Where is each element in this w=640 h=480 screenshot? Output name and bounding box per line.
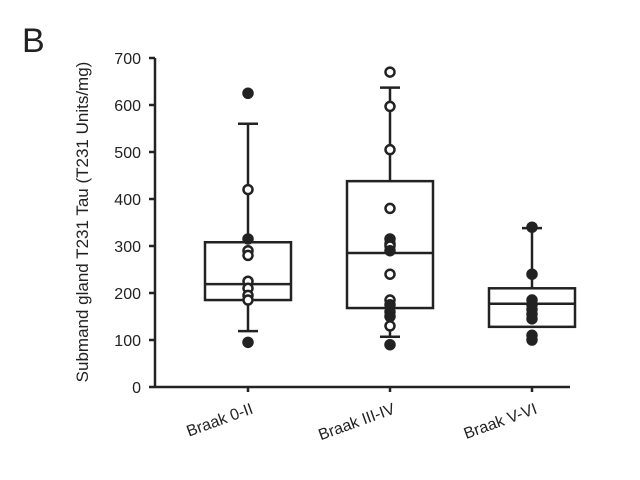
data-point (242, 183, 254, 196)
y-tick-label: 200 (114, 286, 141, 303)
x-tick-label: Braak V-VI (462, 401, 540, 443)
data-point (384, 310, 396, 323)
box (487, 287, 577, 329)
data-point (384, 66, 396, 78)
data-point (384, 143, 396, 156)
data-point (242, 87, 254, 99)
y-tick-label: 400 (114, 192, 141, 209)
data-point (384, 320, 396, 332)
data-point (384, 268, 396, 280)
data-point (384, 338, 396, 351)
data-point (242, 233, 254, 245)
data-point (526, 221, 538, 233)
x-tick-label: Braak III-IV (316, 401, 397, 444)
data-point (242, 336, 254, 349)
x-tick-label: Braak 0-II (184, 401, 255, 441)
y-tick-label: 600 (114, 98, 141, 115)
data-point (384, 100, 396, 113)
panel-label: B (22, 22, 45, 60)
y-tick-label: 300 (114, 239, 141, 256)
y-axis-label: Submand gland T231 Tau (T231 Units/mg) (73, 62, 92, 383)
data-point (384, 202, 396, 215)
y-tick-label: 500 (114, 145, 141, 162)
data-point (242, 249, 254, 262)
data-point (526, 268, 538, 280)
data-point (526, 334, 538, 346)
y-tick-label: 0 (132, 380, 141, 397)
y-tick-label: 100 (114, 333, 141, 350)
data-point (384, 244, 396, 257)
data-point (242, 294, 254, 306)
y-tick-label: 700 (114, 51, 141, 68)
data-point (526, 313, 538, 325)
